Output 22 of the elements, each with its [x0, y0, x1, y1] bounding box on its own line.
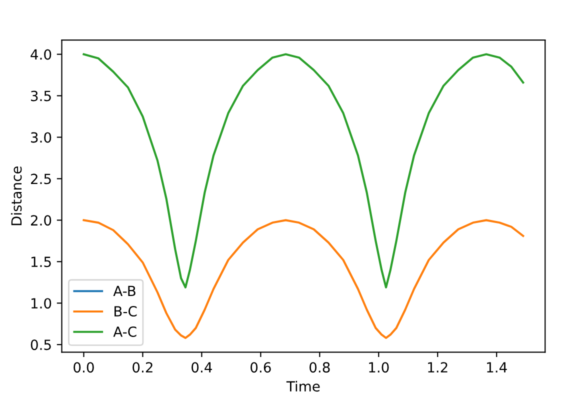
x-tick-label: 0.8	[310, 362, 330, 373]
line-series	[82, 219, 524, 339]
y-tick-label: 1.5	[31, 256, 51, 268]
y-axis-title: Distance	[10, 166, 22, 226]
y-tick-label: 2.0	[30, 215, 52, 226]
x-tick-label: 0.6	[250, 362, 271, 373]
legend-label: A-B	[113, 286, 136, 296]
x-tick-label: 1.0	[369, 362, 389, 373]
y-tick-label: 1.0	[31, 298, 52, 309]
x-axis-title: Time	[286, 380, 320, 392]
y-tick-label: 2.5	[30, 174, 51, 184]
x-tick-label: 1.4	[487, 362, 507, 372]
y-tick-label: 0.5	[30, 340, 51, 350]
y-tick-label: 3.5	[31, 90, 51, 102]
legend-label: B-C	[114, 306, 137, 317]
x-tick-label: 1.2	[428, 362, 448, 372]
x-tick-label: 0.2	[132, 362, 152, 373]
y-tick-label: 4.0	[30, 49, 52, 60]
x-tick-label: 0.0	[74, 362, 94, 373]
x-tick-label: 0.4	[192, 362, 212, 373]
y-tick-label: 3.0	[31, 132, 52, 143]
legend-label: A-C	[113, 326, 136, 337]
